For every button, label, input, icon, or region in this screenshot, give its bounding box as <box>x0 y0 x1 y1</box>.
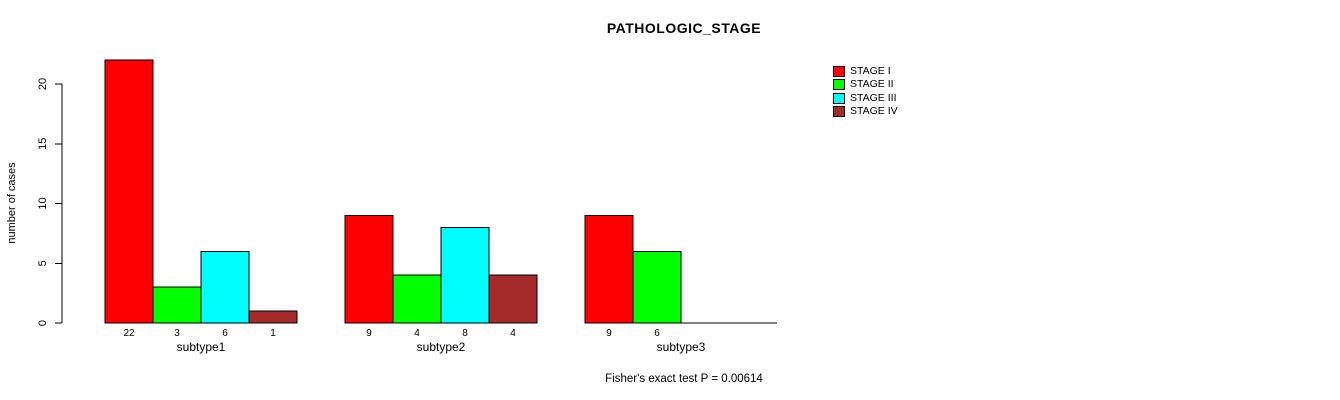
bar-stage-iii-subtype1 <box>200 250 250 324</box>
bar-stage-iv-subtype1 <box>248 310 298 324</box>
bar-stage-ii-subtype1 <box>152 286 202 324</box>
bar-value-label: 6 <box>222 328 228 339</box>
y-tick-label: 20 <box>37 78 49 90</box>
bar-value-label: 9 <box>366 328 372 339</box>
bar-stage-i-subtype2 <box>344 214 394 324</box>
legend-item-stage-iii: STAGE III <box>833 92 898 105</box>
bar-stage-iv-subtype2 <box>488 274 538 324</box>
y-tick-label: 0 <box>37 320 49 326</box>
legend-swatch-stage-iv <box>833 106 845 118</box>
bar-value-label: 8 <box>462 328 468 339</box>
bar-value-label: 4 <box>414 328 420 339</box>
y-axis-title: number of cases <box>6 162 18 244</box>
legend-label-stage-iii: STAGE III <box>850 91 897 104</box>
bar-value-label: 6 <box>654 328 660 339</box>
y-tick-label: 10 <box>37 197 49 209</box>
legend-swatch-stage-iii <box>833 92 845 104</box>
y-tick-label: 15 <box>37 138 49 150</box>
bar-stage-iii-subtype2 <box>440 226 490 324</box>
bar-stage-i-subtype1 <box>104 59 154 324</box>
fisher-test-annotation: Fisher's exact test P = 0.00614 <box>605 373 763 385</box>
legend-swatch-stage-ii <box>833 79 845 91</box>
legend-swatch-stage-i <box>833 66 845 78</box>
legend-label-stage-iv: STAGE IV <box>850 104 898 117</box>
legend-item-stage-iv: STAGE IV <box>833 105 898 118</box>
bar-value-label: 4 <box>510 328 516 339</box>
bar-stage-ii-subtype3 <box>632 250 682 324</box>
legend-item-stage-ii: STAGE II <box>833 78 898 91</box>
chart-title: PATHOLOGIC_STAGE <box>607 20 761 36</box>
bar-value-label: 3 <box>174 328 180 339</box>
legend: STAGE I STAGE II STAGE III STAGE IV <box>833 65 898 118</box>
legend-item-stage-i: STAGE I <box>833 65 898 78</box>
legend-label-stage-ii: STAGE II <box>850 78 894 91</box>
category-label: subtype3 <box>657 340 706 354</box>
bar-value-label: 22 <box>123 328 135 339</box>
legend-label-stage-i: STAGE I <box>850 65 891 77</box>
bar-value-label: 1 <box>270 328 276 339</box>
category-label: subtype2 <box>417 340 466 354</box>
bar-stage-ii-subtype2 <box>392 274 442 324</box>
y-tick-label: 5 <box>37 260 49 266</box>
bar-value-label: 9 <box>606 328 612 339</box>
bar-stage-i-subtype3 <box>584 214 634 324</box>
category-label: subtype1 <box>177 340 226 354</box>
